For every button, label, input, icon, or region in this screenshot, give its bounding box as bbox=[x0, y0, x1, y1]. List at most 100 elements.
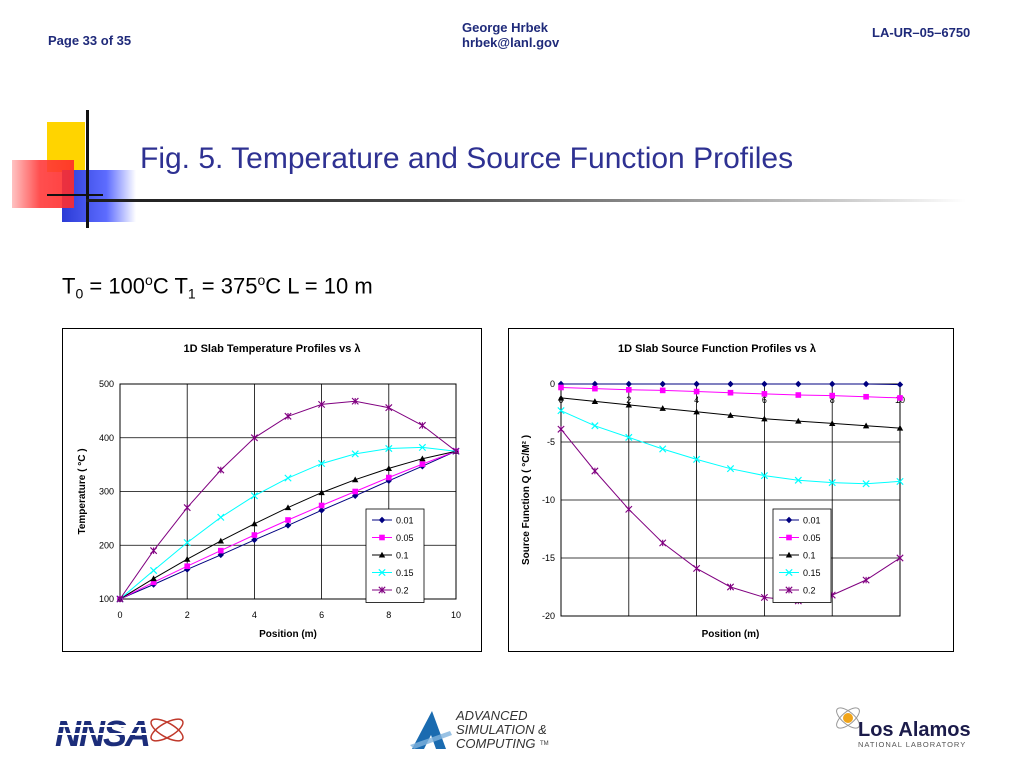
data-point bbox=[726, 465, 735, 473]
legend-label: 0.15 bbox=[396, 568, 414, 578]
data-point bbox=[250, 434, 258, 442]
data-point bbox=[351, 450, 359, 458]
data-point bbox=[184, 556, 191, 562]
data-point bbox=[419, 455, 426, 462]
data-point bbox=[352, 476, 359, 483]
data-point bbox=[862, 380, 870, 388]
y-tick-label: 0 bbox=[550, 379, 555, 389]
legend-marker bbox=[786, 534, 792, 541]
title-underline bbox=[86, 199, 966, 202]
data-point bbox=[217, 513, 225, 521]
t0-unit: C bbox=[152, 273, 175, 299]
data-point bbox=[284, 504, 292, 511]
data-point bbox=[626, 387, 632, 393]
temperature-chart: 1D Slab Temperature Profiles vs λ 0 2 4 6 8 10… bbox=[62, 328, 482, 652]
legend-marker bbox=[785, 586, 793, 594]
data-point bbox=[318, 400, 326, 409]
data-point bbox=[693, 564, 701, 573]
data-point bbox=[897, 395, 903, 401]
t1-symbol: T bbox=[174, 273, 188, 299]
data-point bbox=[659, 387, 666, 394]
legend-marker bbox=[379, 534, 385, 541]
legend-marker bbox=[785, 551, 793, 558]
data-point bbox=[317, 459, 326, 468]
data-point bbox=[795, 392, 802, 398]
data-point bbox=[726, 583, 735, 591]
legend-label: 0.1 bbox=[396, 551, 409, 561]
data-point bbox=[217, 466, 225, 474]
data-point bbox=[760, 593, 768, 602]
data-point bbox=[251, 520, 258, 527]
author-block: George Hrbek hrbek@lanl.gov bbox=[462, 20, 559, 50]
data-point bbox=[284, 412, 292, 420]
data-point bbox=[761, 391, 768, 397]
data-point bbox=[116, 595, 124, 603]
chart-title: 1D Slab Temperature Profiles vs λ bbox=[183, 343, 360, 355]
asc-logo: ADVANCED SIMULATION & COMPUTING TM bbox=[410, 705, 580, 755]
data-point bbox=[727, 412, 734, 418]
legend-box bbox=[365, 508, 425, 603]
data-point bbox=[218, 547, 224, 554]
t1-degree: o bbox=[257, 272, 266, 288]
t0-symbol: T bbox=[62, 273, 76, 299]
legend-marker bbox=[378, 551, 386, 558]
nnsa-logo: NNSA bbox=[55, 712, 195, 754]
data-point bbox=[557, 425, 565, 433]
x-tick-label: 6 bbox=[762, 395, 767, 405]
data-point bbox=[251, 536, 258, 544]
x-tick-label: 2 bbox=[626, 395, 631, 405]
legend-label: 0.01 bbox=[396, 516, 414, 526]
data-point bbox=[386, 474, 392, 481]
legend-label: 0.01 bbox=[803, 516, 821, 526]
data-point bbox=[385, 404, 393, 412]
legend: 0.01 0.05 0.1 0.15 0.2 bbox=[772, 508, 832, 603]
t1-unit: C bbox=[265, 273, 288, 299]
data-point bbox=[692, 455, 701, 464]
y-tick-label: -10 bbox=[542, 495, 555, 505]
y-tick-label: 300 bbox=[99, 487, 114, 497]
data-point bbox=[284, 474, 292, 482]
legend-marker bbox=[785, 516, 793, 524]
chart-title: 1D Slab Source Function Profiles vs λ bbox=[618, 343, 816, 355]
data-point bbox=[829, 420, 836, 426]
data-point bbox=[795, 380, 802, 388]
series-0.2 bbox=[116, 397, 460, 603]
legend-marker bbox=[785, 568, 793, 577]
data-point bbox=[761, 415, 768, 422]
data-point bbox=[727, 389, 734, 396]
series-0.1 bbox=[557, 394, 904, 431]
data-point bbox=[591, 467, 599, 475]
legend-label: 0.05 bbox=[396, 533, 414, 543]
nnsa-logo-graphic: NNSA bbox=[55, 713, 184, 754]
x-axis-label: Position (m) bbox=[259, 629, 317, 640]
legend-marker bbox=[378, 568, 386, 577]
asc-logo-line1: ADVANCED bbox=[455, 708, 528, 723]
legend-marker bbox=[378, 586, 386, 594]
los-alamos-logo-graphic: Los Alamos NATIONAL LABORATORY bbox=[836, 707, 971, 749]
data-point bbox=[829, 380, 836, 388]
data-point bbox=[693, 388, 700, 395]
t0-degree: o bbox=[145, 272, 153, 288]
data-point bbox=[659, 539, 667, 547]
data-point bbox=[862, 576, 870, 584]
los-alamos-logo: Los Alamos NATIONAL LABORATORY bbox=[828, 694, 978, 750]
source-function-chart-svg: 1D Slab Source Function Profiles vs λ 0 2 4… bbox=[521, 343, 905, 640]
data-point bbox=[149, 566, 158, 575]
data-point bbox=[419, 461, 426, 467]
boundary-parameters: T0 = 100oC T1 = 375oC L = 10 m bbox=[62, 272, 373, 302]
data-point bbox=[625, 433, 633, 441]
y-axis-label: Source Function Q ( °C/M² ) bbox=[521, 435, 532, 565]
data-point bbox=[184, 563, 190, 570]
data-point bbox=[862, 422, 870, 429]
x-tick-label: 8 bbox=[830, 395, 835, 405]
x-axis-label: Position (m) bbox=[702, 629, 760, 640]
legend-label: 0.15 bbox=[803, 568, 821, 578]
title-decoration bbox=[0, 110, 140, 230]
legend-label: 0.1 bbox=[803, 551, 816, 561]
data-point bbox=[452, 447, 460, 455]
t1-value: = 375 bbox=[195, 273, 258, 299]
temperature-chart-svg: 1D Slab Temperature Profiles vs λ 0 2 4 6 8 10… bbox=[77, 343, 461, 640]
data-point bbox=[150, 579, 157, 586]
y-tick-label: 100 bbox=[99, 594, 114, 604]
legend-box bbox=[772, 508, 832, 603]
